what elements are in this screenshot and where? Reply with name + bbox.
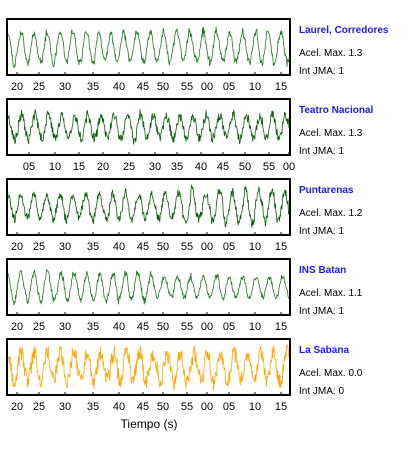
x-tick-label: 55 bbox=[181, 401, 193, 413]
x-tick-label: 50 bbox=[157, 241, 169, 253]
x-tick-label: 05 bbox=[223, 241, 235, 253]
x-tick-label: 00 bbox=[201, 81, 213, 93]
x-tick-label: 20 bbox=[11, 401, 23, 413]
waveform-trace bbox=[7, 109, 290, 145]
x-tick-label: 50 bbox=[157, 321, 169, 333]
x-tick-label: 55 bbox=[181, 81, 193, 93]
waveform-trace bbox=[7, 344, 290, 391]
jma-intensity: Int JMA: 1 bbox=[299, 66, 344, 77]
panel-4: 20 25 30 35 40 45 50 55 00 05 10 15 INS Batan Acel. M… bbox=[6, 258, 363, 333]
x-tick-label: 10 bbox=[249, 401, 261, 413]
x-tick-label: 30 bbox=[59, 241, 71, 253]
panel-frame bbox=[6, 18, 291, 76]
waveform-trace bbox=[7, 26, 290, 69]
station-name: Puntarenas bbox=[299, 185, 354, 196]
x-tick-label: 45 bbox=[217, 161, 229, 173]
max-acceleration: Acel. Max. 1.1 bbox=[299, 288, 363, 299]
x-tick-label: 25 bbox=[123, 161, 135, 173]
max-acceleration: Acel. Max. 1.2 bbox=[299, 208, 363, 219]
station-name: Laurel, Corredores bbox=[299, 25, 389, 36]
jma-intensity: Int JMA: 1 bbox=[299, 226, 344, 237]
panel-2: 05 10 15 20 25 30 35 40 45 50 55 00 Teatro Nacional A… bbox=[6, 98, 373, 173]
x-tick-label: 00 bbox=[201, 401, 213, 413]
x-tick-label: 55 bbox=[263, 161, 275, 173]
x-tick-label: 15 bbox=[275, 81, 287, 93]
jma-intensity: Int JMA: 1 bbox=[299, 146, 344, 157]
x-tick-label: 15 bbox=[275, 321, 287, 333]
waveform-trace bbox=[7, 183, 290, 228]
x-tick-label: 25 bbox=[33, 321, 45, 333]
x-tick-label: 05 bbox=[223, 81, 235, 93]
x-tick-label: 20 bbox=[11, 241, 23, 253]
panel-3: 20 25 30 35 40 45 50 55 00 05 10 15 Puntarenas Acel. … bbox=[6, 178, 363, 253]
x-tick-label: 05 bbox=[23, 161, 35, 173]
x-tick-label: 10 bbox=[249, 321, 261, 333]
x-tick-label: 35 bbox=[87, 81, 99, 93]
x-tick-label: 00 bbox=[283, 161, 295, 173]
x-tick-label: 40 bbox=[113, 241, 125, 253]
x-tick-label: 30 bbox=[59, 401, 71, 413]
jma-intensity: Int JMA: 1 bbox=[299, 306, 344, 317]
x-tick-label: 30 bbox=[59, 321, 71, 333]
x-tick-label: 45 bbox=[137, 321, 149, 333]
x-tick-label: 55 bbox=[181, 321, 193, 333]
x-tick-label: 40 bbox=[113, 81, 125, 93]
x-tick-label: 15 bbox=[275, 241, 287, 253]
x-tick-label: 00 bbox=[201, 241, 213, 253]
x-tick-label: 15 bbox=[73, 161, 85, 173]
x-tick-label: 30 bbox=[149, 161, 161, 173]
x-tick-label: 50 bbox=[239, 161, 251, 173]
panel-frame bbox=[6, 98, 291, 156]
x-tick-label: 25 bbox=[33, 81, 45, 93]
panel-frame bbox=[6, 338, 291, 396]
x-tick-label: 35 bbox=[87, 241, 99, 253]
x-tick-label: 35 bbox=[87, 321, 99, 333]
max-acceleration: Acel. Max. 0.0 bbox=[299, 368, 363, 379]
x-tick-label: 45 bbox=[137, 401, 149, 413]
x-tick-label: 10 bbox=[249, 81, 261, 93]
panel-5: 20 25 30 35 40 45 50 55 00 05 10 15 La Sabana Acel. M… bbox=[6, 338, 363, 413]
panel-frame bbox=[6, 258, 291, 316]
x-tick-label: 05 bbox=[223, 401, 235, 413]
station-name: INS Batan bbox=[299, 265, 346, 276]
x-tick-label: 25 bbox=[33, 401, 45, 413]
x-tick-label: 20 bbox=[97, 161, 109, 173]
x-tick-label: 20 bbox=[11, 321, 23, 333]
x-tick-label: 10 bbox=[249, 241, 261, 253]
max-acceleration: Acel. Max. 1.3 bbox=[299, 128, 363, 139]
x-tick-label: 35 bbox=[87, 401, 99, 413]
x-tick-label: 10 bbox=[49, 161, 61, 173]
jma-intensity: Int JMA: 0 bbox=[299, 386, 344, 397]
x-tick-label: 55 bbox=[181, 241, 193, 253]
x-tick-label: 45 bbox=[137, 241, 149, 253]
max-acceleration: Acel. Max. 1.3 bbox=[299, 48, 363, 59]
x-tick-label: 35 bbox=[171, 161, 183, 173]
x-tick-label: 40 bbox=[113, 321, 125, 333]
x-tick-label: 50 bbox=[157, 401, 169, 413]
waveform-trace bbox=[7, 268, 290, 306]
x-tick-label: 40 bbox=[195, 161, 207, 173]
x-tick-label: 20 bbox=[11, 81, 23, 93]
x-tick-label: 25 bbox=[33, 241, 45, 253]
x-tick-label: 40 bbox=[113, 401, 125, 413]
panel-frame bbox=[6, 178, 291, 236]
panel-1: 20 25 30 35 40 45 50 55 00 05 10 15 Laurel, Corredor… bbox=[6, 18, 389, 93]
x-tick-label: 45 bbox=[137, 81, 149, 93]
x-tick-label: 30 bbox=[59, 81, 71, 93]
station-name: Teatro Nacional bbox=[299, 105, 373, 116]
x-tick-label: 05 bbox=[223, 321, 235, 333]
x-tick-label: 15 bbox=[275, 401, 287, 413]
x-axis-label: Tiempo (s) bbox=[121, 417, 178, 431]
x-tick-label: 50 bbox=[157, 81, 169, 93]
x-tick-label: 00 bbox=[201, 321, 213, 333]
station-name: La Sabana bbox=[299, 345, 349, 356]
